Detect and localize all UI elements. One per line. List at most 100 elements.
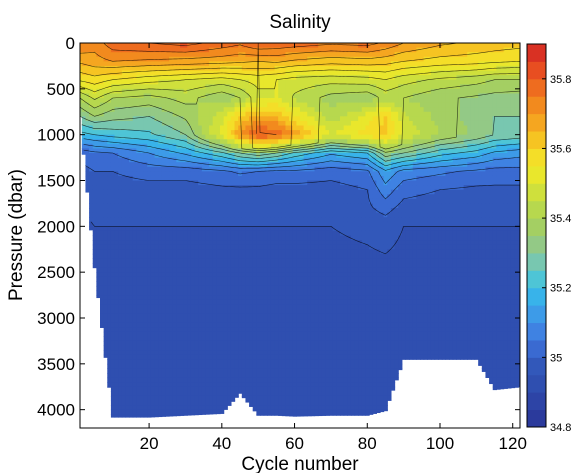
heatmap-cell — [256, 345, 261, 351]
heatmap-cell — [110, 70, 116, 76]
heatmap-cell — [234, 166, 239, 172]
heatmap-cell — [263, 318, 268, 324]
heatmap-cell — [292, 148, 297, 154]
heatmap-cell — [310, 93, 316, 99]
heatmap-cell — [300, 386, 305, 392]
heatmap-cell — [110, 377, 116, 383]
heatmap-cell — [220, 102, 225, 108]
heatmap-cell — [169, 368, 174, 374]
heatmap-cell — [263, 363, 268, 370]
heatmap-cell — [121, 175, 127, 182]
heatmap-cell — [172, 116, 177, 122]
heatmap-cell — [212, 249, 217, 255]
heatmap-cell — [169, 107, 174, 113]
heatmap-cell — [161, 84, 167, 90]
heatmap-cell — [129, 350, 134, 356]
heatmap-cell — [118, 322, 123, 328]
heatmap-cell — [289, 52, 294, 58]
heatmap-cell — [158, 285, 163, 292]
heatmap-cell — [165, 354, 170, 360]
heatmap-cell — [230, 354, 236, 360]
heatmap-cell — [230, 290, 236, 296]
heatmap-cell — [118, 267, 123, 273]
heatmap-cell — [307, 391, 312, 397]
heatmap-cell — [96, 120, 101, 127]
heatmap-cell — [292, 285, 297, 292]
heatmap-cell — [121, 226, 127, 232]
heatmap-cell — [140, 267, 145, 273]
heatmap-cell — [227, 153, 232, 159]
heatmap-cell — [223, 235, 228, 241]
heatmap-cell — [300, 194, 305, 200]
heatmap-cell — [140, 276, 145, 282]
heatmap-cell — [292, 203, 297, 209]
heatmap-cell — [227, 189, 232, 195]
heatmap-cell — [125, 331, 130, 337]
heatmap-cell — [260, 281, 265, 287]
heatmap-cell — [238, 230, 243, 237]
heatmap-cell — [140, 373, 145, 379]
heatmap-cell — [205, 130, 210, 136]
heatmap-cell — [252, 93, 257, 99]
heatmap-cell — [256, 267, 261, 273]
heatmap-cell — [256, 386, 261, 392]
heatmap-cell — [267, 61, 272, 67]
heatmap-cell — [263, 61, 268, 67]
heatmap-cell — [114, 175, 119, 182]
heatmap-cell — [118, 391, 123, 397]
heatmap-cell — [274, 88, 279, 95]
heatmap-cell — [256, 350, 261, 356]
heatmap-cell — [129, 139, 134, 145]
heatmap-cell — [132, 354, 137, 360]
heatmap-cell — [161, 88, 167, 95]
heatmap-cell — [205, 221, 210, 227]
heatmap-cell — [267, 93, 272, 99]
heatmap-cell — [263, 244, 268, 250]
heatmap-cell — [289, 120, 294, 127]
heatmap-cell — [230, 56, 236, 62]
heatmap-cell — [296, 171, 301, 177]
heatmap-cell — [278, 166, 283, 172]
heatmap-cell — [107, 235, 112, 241]
heatmap-cell — [281, 111, 287, 117]
heatmap-cell — [125, 88, 130, 95]
heatmap-cell — [140, 139, 145, 145]
heatmap-cell — [216, 65, 221, 72]
heatmap-cell — [85, 153, 90, 159]
heatmap-cell — [285, 400, 290, 406]
heatmap-cell — [310, 107, 316, 113]
heatmap-cell — [96, 162, 101, 168]
heatmap-cell — [110, 322, 116, 328]
heatmap-cell — [136, 318, 141, 324]
heatmap-cell — [140, 400, 145, 406]
heatmap-cell — [187, 368, 192, 374]
heatmap-cell — [249, 226, 254, 232]
heatmap-cell — [310, 230, 316, 237]
heatmap-cell — [201, 318, 207, 324]
heatmap-cell — [289, 331, 294, 337]
heatmap-cell — [121, 249, 127, 255]
heatmap-cell — [118, 98, 123, 104]
heatmap-cell — [100, 249, 105, 255]
heatmap-cell — [107, 327, 112, 333]
heatmap-cell — [256, 281, 261, 287]
heatmap-cell — [263, 125, 268, 131]
heatmap-cell — [140, 290, 145, 296]
heatmap-cell — [143, 235, 148, 241]
heatmap-cell — [107, 318, 112, 324]
heatmap-cell — [303, 359, 308, 365]
heatmap-cell — [125, 43, 130, 49]
heatmap-cell — [143, 143, 148, 150]
heatmap-cell — [172, 405, 177, 411]
heatmap-cell — [161, 272, 167, 278]
heatmap-cell — [220, 185, 225, 191]
heatmap-cell — [114, 304, 119, 310]
heatmap-cell — [238, 185, 243, 191]
heatmap-cell — [274, 386, 279, 392]
heatmap-cell — [107, 336, 112, 342]
heatmap-cell — [194, 98, 199, 104]
heatmap-cell — [260, 368, 265, 374]
heatmap-cell — [307, 400, 312, 406]
heatmap-cell — [212, 377, 217, 383]
heatmap-cell — [96, 180, 101, 186]
